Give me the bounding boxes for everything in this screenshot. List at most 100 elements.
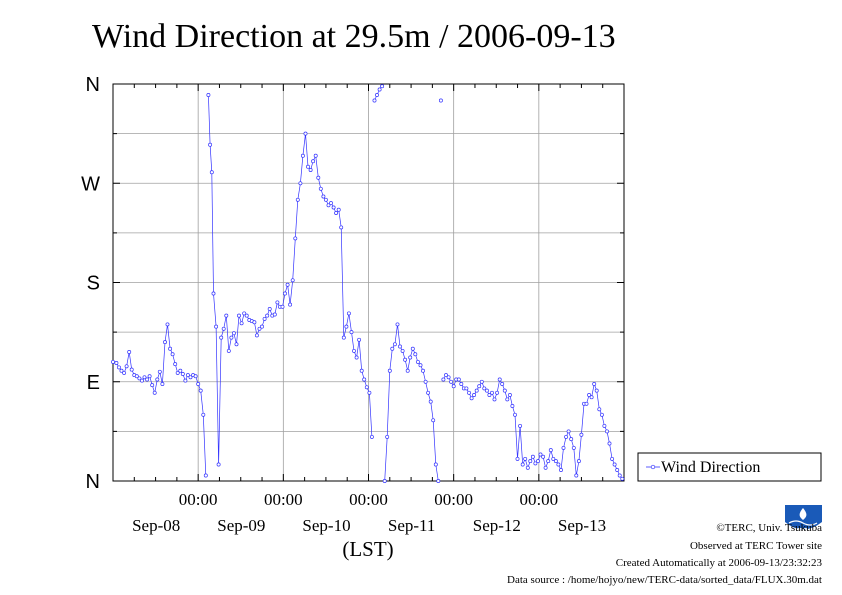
data-point bbox=[615, 468, 620, 472]
data-point bbox=[597, 407, 602, 412]
data-point bbox=[168, 346, 173, 351]
data-point bbox=[571, 445, 576, 450]
data-point bbox=[272, 312, 277, 317]
data-point bbox=[474, 388, 479, 393]
data-point bbox=[612, 462, 617, 467]
data-point bbox=[329, 201, 333, 206]
logo-text: TERC bbox=[792, 527, 814, 536]
data-point bbox=[464, 386, 469, 391]
y-tick-label: S bbox=[87, 273, 100, 295]
data-point bbox=[165, 322, 170, 327]
data-point bbox=[602, 423, 607, 428]
data-point bbox=[513, 412, 517, 417]
series-line bbox=[384, 324, 439, 482]
data-point bbox=[574, 473, 579, 478]
data-point bbox=[111, 359, 115, 364]
data-point bbox=[224, 313, 229, 318]
data-point bbox=[334, 211, 339, 215]
data-point bbox=[298, 181, 303, 186]
data-point bbox=[579, 432, 584, 437]
data-point bbox=[239, 321, 244, 326]
data-point bbox=[587, 393, 592, 397]
data-point bbox=[487, 393, 492, 397]
data-point bbox=[316, 175, 321, 180]
y-tick-label: N bbox=[86, 471, 100, 493]
data-point bbox=[576, 459, 581, 464]
data-point bbox=[280, 304, 285, 309]
data-point bbox=[208, 142, 213, 147]
data-point bbox=[201, 412, 206, 417]
chart-title: Wind Direction at 29.5m / 2006-09-13 bbox=[92, 18, 616, 55]
data-point bbox=[267, 307, 272, 311]
data-point bbox=[390, 346, 395, 351]
data-point bbox=[252, 320, 257, 325]
x-tick-time-label: 00:00 bbox=[349, 490, 388, 509]
data-point bbox=[119, 368, 124, 373]
data-point bbox=[377, 87, 382, 92]
data-point bbox=[546, 459, 551, 464]
data-point bbox=[500, 382, 505, 386]
data-point bbox=[543, 465, 548, 470]
data-point bbox=[548, 448, 553, 453]
y-tick-label: W bbox=[81, 173, 100, 195]
data-point bbox=[323, 197, 328, 202]
data-point bbox=[260, 324, 264, 329]
data-point bbox=[127, 350, 132, 354]
data-point bbox=[553, 459, 558, 464]
data-point bbox=[490, 390, 494, 395]
data-point bbox=[336, 207, 341, 212]
data-point bbox=[446, 375, 451, 380]
legend-marker bbox=[650, 464, 656, 470]
data-point bbox=[134, 374, 139, 379]
x-tick-time-label: 00:00 bbox=[179, 490, 218, 509]
data-point bbox=[175, 370, 180, 375]
wave-icon bbox=[788, 520, 818, 526]
data-point bbox=[288, 302, 293, 307]
data-point bbox=[339, 225, 344, 230]
data-point bbox=[561, 445, 566, 450]
data-point bbox=[318, 186, 323, 191]
data-point bbox=[444, 373, 448, 378]
x-tick-time-label: 00:00 bbox=[519, 490, 558, 509]
created-text: Created Automatically at 2006-09-13/23:3… bbox=[616, 557, 823, 569]
data-point bbox=[520, 462, 525, 467]
data-point bbox=[244, 313, 249, 318]
data-point bbox=[226, 348, 231, 353]
data-point bbox=[551, 456, 556, 461]
data-point bbox=[231, 331, 236, 336]
data-point bbox=[369, 434, 374, 439]
data-point bbox=[129, 367, 134, 372]
legend: Wind Direction bbox=[637, 452, 822, 482]
data-point bbox=[257, 326, 262, 331]
water-drop-icon bbox=[799, 508, 807, 520]
terc-logo: TERC bbox=[785, 505, 822, 536]
data-point bbox=[364, 385, 369, 390]
data-point bbox=[387, 368, 392, 373]
data-point bbox=[117, 365, 121, 370]
data-point bbox=[426, 390, 431, 395]
data-point bbox=[170, 352, 175, 357]
data-point bbox=[395, 322, 400, 327]
data-point bbox=[515, 456, 520, 461]
data-point bbox=[313, 153, 318, 158]
data-point bbox=[518, 423, 523, 428]
data-point bbox=[183, 378, 188, 383]
data-point bbox=[178, 368, 183, 373]
series-line bbox=[374, 85, 383, 101]
data-point bbox=[449, 379, 454, 384]
data-point bbox=[556, 462, 561, 467]
data-point bbox=[140, 378, 144, 383]
data-point bbox=[415, 359, 420, 364]
data-point bbox=[497, 377, 502, 382]
data-point bbox=[354, 355, 359, 360]
data-point bbox=[331, 205, 336, 210]
data-point bbox=[114, 361, 119, 365]
x-axis: 00:00Sep-0800:00Sep-0900:00Sep-1000:00Se… bbox=[112, 84, 625, 535]
data-point bbox=[237, 313, 241, 318]
data-point bbox=[620, 476, 625, 481]
data-point bbox=[221, 326, 226, 331]
data-point bbox=[303, 131, 308, 136]
data-point bbox=[569, 437, 574, 442]
data-point bbox=[382, 479, 387, 483]
data-point bbox=[290, 278, 295, 283]
